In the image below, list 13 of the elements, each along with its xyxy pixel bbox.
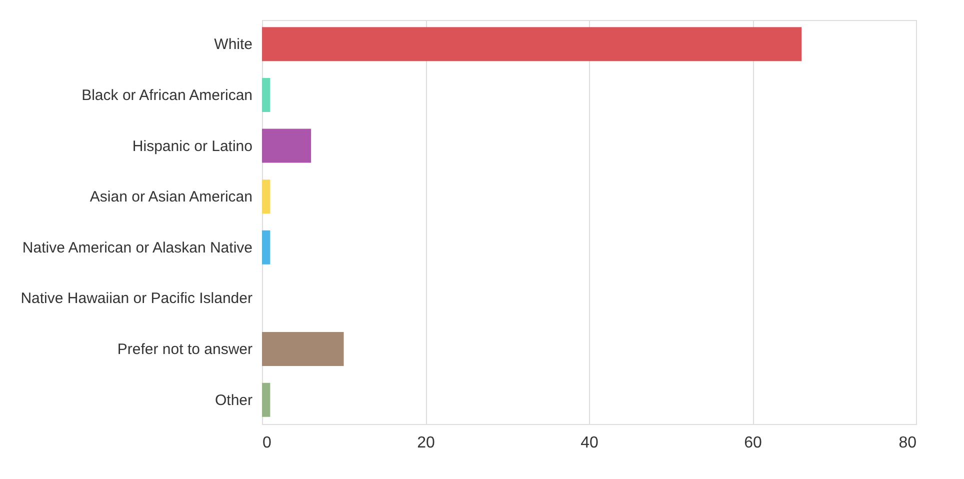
y-tick-label: Hispanic or Latino: [132, 138, 252, 155]
y-tick-label: Asian or Asian American: [90, 188, 252, 206]
x-tick-label: 0: [262, 434, 272, 452]
x-tick-label: 80: [898, 434, 917, 452]
x-tick-label: 20: [417, 434, 435, 452]
y-tick-label: Other: [214, 392, 253, 409]
y-tick-label: Native American or Alaskan Native: [22, 239, 252, 256]
y-tick-label: Native Hawaiian or Pacific Islander: [20, 290, 252, 308]
y-tick-label: Prefer not to answer: [117, 341, 252, 358]
x-tick-label: 40: [580, 434, 598, 452]
y-tick-label: Black or African American: [82, 86, 252, 104]
x-tick-label: 60: [744, 434, 762, 452]
y-tick-label: White: [214, 36, 252, 54]
